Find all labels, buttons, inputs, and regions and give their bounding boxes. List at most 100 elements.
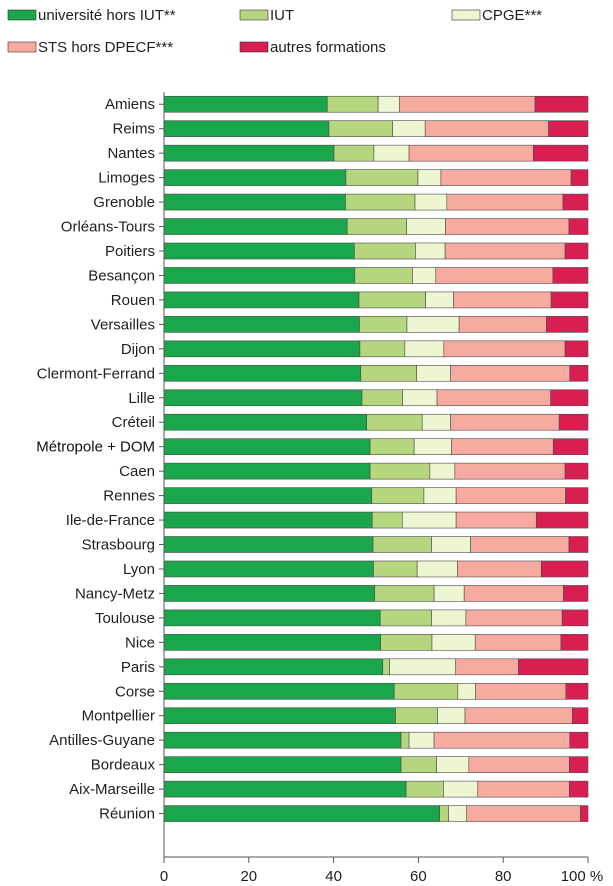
bar-segment-cpge — [415, 242, 446, 260]
bar-segment-sts-hors-dpecf — [464, 707, 573, 725]
bar-row-caen — [163, 462, 589, 480]
x-tick-label: 80 — [495, 868, 512, 885]
bar-segment-universite-hors-iut — [163, 609, 381, 627]
bar-segment-iut — [346, 218, 407, 235]
bar-segment-universite-hors-iut — [163, 193, 346, 211]
x-axis: 0 20 40 60 80 100 % — [160, 92, 603, 885]
bar-segment-universite-hors-iut — [163, 731, 402, 749]
bar-segment-cpge — [414, 193, 448, 211]
legend-item-sts-hors-dpecf: STS hors DPECF*** — [7, 39, 173, 56]
x-tick-label: 100 % — [561, 868, 604, 885]
bar-segment-autres-formations — [550, 389, 589, 407]
category-label-ile-de-france: Ile-de-France — [66, 512, 155, 529]
category-label-amiens: Amiens — [105, 96, 155, 113]
bar-segment-autres-formations — [560, 634, 589, 651]
bar-segment-sts-hors-dpecf — [445, 218, 570, 235]
bar-segment-autres-formations — [580, 805, 589, 822]
legend-swatch — [7, 9, 37, 21]
bar-row-montpellier — [163, 707, 589, 725]
legend-swatch — [451, 9, 481, 21]
legend-label: IUT — [270, 7, 294, 24]
bar-segment-universite-hors-iut — [163, 291, 360, 309]
bar-segment-autres-formations — [569, 756, 589, 773]
bar-row-strasbourg — [163, 536, 589, 553]
bar-segment-universite-hors-iut — [163, 95, 328, 113]
bar-segment-cpge — [377, 95, 400, 113]
bar-segment-autres-formations — [568, 536, 589, 553]
bar-row-ile-de-france — [163, 511, 589, 529]
bar-segment-sts-hors-dpecf — [436, 389, 551, 407]
bar-segment-sts-hors-dpecf — [463, 585, 564, 602]
category-labels: Amiens Reims Nantes Limoges Grenoble Orléans-… — [36, 96, 164, 823]
bar-segment-iut — [359, 316, 408, 333]
bar-segment-sts-hors-dpecf — [477, 780, 570, 798]
category-label-bordeaux: Bordeaux — [91, 757, 156, 774]
bar-segment-universite-hors-iut — [163, 340, 361, 358]
bar-segment-cpge — [431, 609, 467, 627]
category-label-poitiers: Poitiers — [105, 243, 155, 260]
bar-segment-universite-hors-iut — [163, 658, 384, 676]
bar-row-poitiers — [163, 242, 589, 260]
x-tick-label: 40 — [325, 868, 342, 885]
bar-row-rouen — [163, 291, 589, 309]
bar-segment-autres-formations — [548, 120, 589, 137]
bar-row-reims — [163, 120, 589, 137]
bar-segment-cpge — [401, 511, 457, 529]
bar-segment-cpge — [421, 413, 451, 431]
bar-segment-universite-hors-iut — [163, 120, 330, 137]
bar-segment-cpge — [433, 585, 465, 602]
bar-segment-cpge — [417, 169, 442, 186]
plot-area: Amiens Reims Nantes Limoges Grenoble Orléans-… — [36, 92, 603, 885]
bar-segment-iut — [345, 193, 416, 211]
bar-segment-iut — [333, 144, 375, 162]
bar-row-creteil — [163, 413, 589, 431]
legend-label: autres formations — [270, 39, 386, 56]
bar-segment-iut — [361, 389, 404, 407]
bar-row-lyon — [163, 560, 589, 578]
category-label-rouen: Rouen — [111, 292, 155, 309]
bar-segment-cpge — [431, 634, 476, 651]
bar-segment-autres-formations — [550, 291, 589, 309]
bar-segment-iut — [326, 95, 379, 113]
bar-segment-sts-hors-dpecf — [399, 95, 536, 113]
bar-segment-cpge — [413, 438, 452, 455]
bar-segment-universite-hors-iut — [163, 413, 367, 431]
bar-segment-sts-hors-dpecf — [408, 144, 534, 162]
bar-row-dijon — [163, 340, 589, 358]
bar-row-nice — [163, 634, 589, 651]
legend-label: STS hors DPECF*** — [38, 39, 173, 56]
bar-segment-cpge — [437, 707, 466, 725]
bar-segment-autres-formations — [562, 193, 589, 211]
bar-segment-cpge — [389, 658, 457, 676]
legend-item-universite-hors-iut: université hors IUT** — [7, 7, 176, 24]
bar-segment-sts-hors-dpecf — [440, 169, 572, 186]
bar-row-clermont-ferrand — [163, 364, 589, 382]
bar-segment-autres-formations — [541, 560, 589, 578]
bar-segment-iut — [379, 609, 432, 627]
bar-segment-cpge — [412, 267, 437, 284]
bar-row-metropole-dom — [163, 438, 589, 455]
bar-segment-universite-hors-iut — [163, 487, 373, 504]
category-label-corse: Corse — [115, 683, 155, 700]
bar-segment-autres-formations — [569, 364, 589, 382]
bar-segment-universite-hors-iut — [163, 560, 374, 578]
bar-segment-iut — [400, 756, 437, 773]
bar-segment-iut — [372, 536, 432, 553]
bar-segment-iut — [395, 707, 438, 725]
bar-segment-cpge — [416, 364, 451, 382]
category-label-caen: Caen — [119, 463, 155, 480]
bar-row-amiens — [163, 95, 589, 113]
bar-segment-universite-hors-iut — [163, 634, 381, 651]
bar-segment-cpge — [406, 218, 446, 235]
bar-row-versailles — [163, 316, 589, 333]
bar-segment-autres-formations — [552, 438, 589, 455]
bar-segment-iut — [393, 682, 459, 700]
category-label-montpellier: Montpellier — [82, 708, 155, 725]
bar-segment-universite-hors-iut — [163, 242, 355, 260]
bar-segment-autres-formations — [565, 487, 589, 504]
bar-segment-sts-hors-dpecf — [444, 242, 566, 260]
bar-segment-sts-hors-dpecf — [433, 731, 571, 749]
legend-swatch — [239, 9, 269, 21]
bar-segment-universite-hors-iut — [163, 585, 376, 602]
bar-segment-iut — [358, 291, 426, 309]
